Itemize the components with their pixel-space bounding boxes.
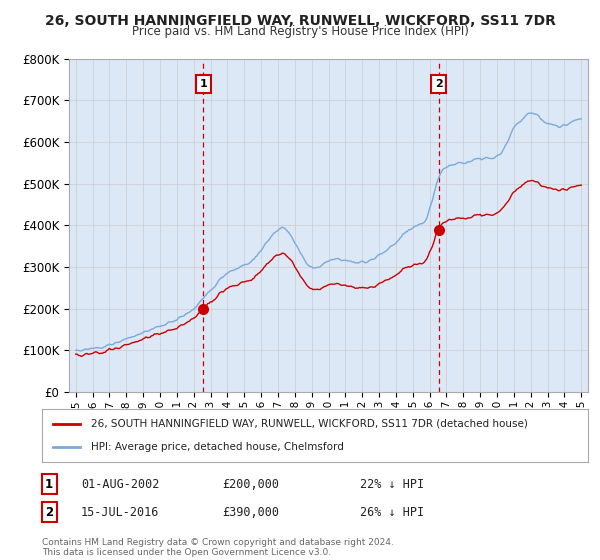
Text: 2: 2 xyxy=(45,506,53,519)
Text: 1: 1 xyxy=(200,79,208,89)
Text: £390,000: £390,000 xyxy=(222,506,279,519)
Text: 26, SOUTH HANNINGFIELD WAY, RUNWELL, WICKFORD, SS11 7DR: 26, SOUTH HANNINGFIELD WAY, RUNWELL, WIC… xyxy=(44,14,556,28)
Text: Contains HM Land Registry data © Crown copyright and database right 2024.
This d: Contains HM Land Registry data © Crown c… xyxy=(42,538,394,557)
Text: 22% ↓ HPI: 22% ↓ HPI xyxy=(360,478,424,491)
Text: 2: 2 xyxy=(435,79,443,89)
Text: 26, SOUTH HANNINGFIELD WAY, RUNWELL, WICKFORD, SS11 7DR (detached house): 26, SOUTH HANNINGFIELD WAY, RUNWELL, WIC… xyxy=(91,419,528,429)
Text: 15-JUL-2016: 15-JUL-2016 xyxy=(81,506,160,519)
Text: HPI: Average price, detached house, Chelmsford: HPI: Average price, detached house, Chel… xyxy=(91,442,344,452)
Text: £200,000: £200,000 xyxy=(222,478,279,491)
Text: 1: 1 xyxy=(45,478,53,491)
Text: 26% ↓ HPI: 26% ↓ HPI xyxy=(360,506,424,519)
Text: Price paid vs. HM Land Registry's House Price Index (HPI): Price paid vs. HM Land Registry's House … xyxy=(131,25,469,38)
Text: 01-AUG-2002: 01-AUG-2002 xyxy=(81,478,160,491)
